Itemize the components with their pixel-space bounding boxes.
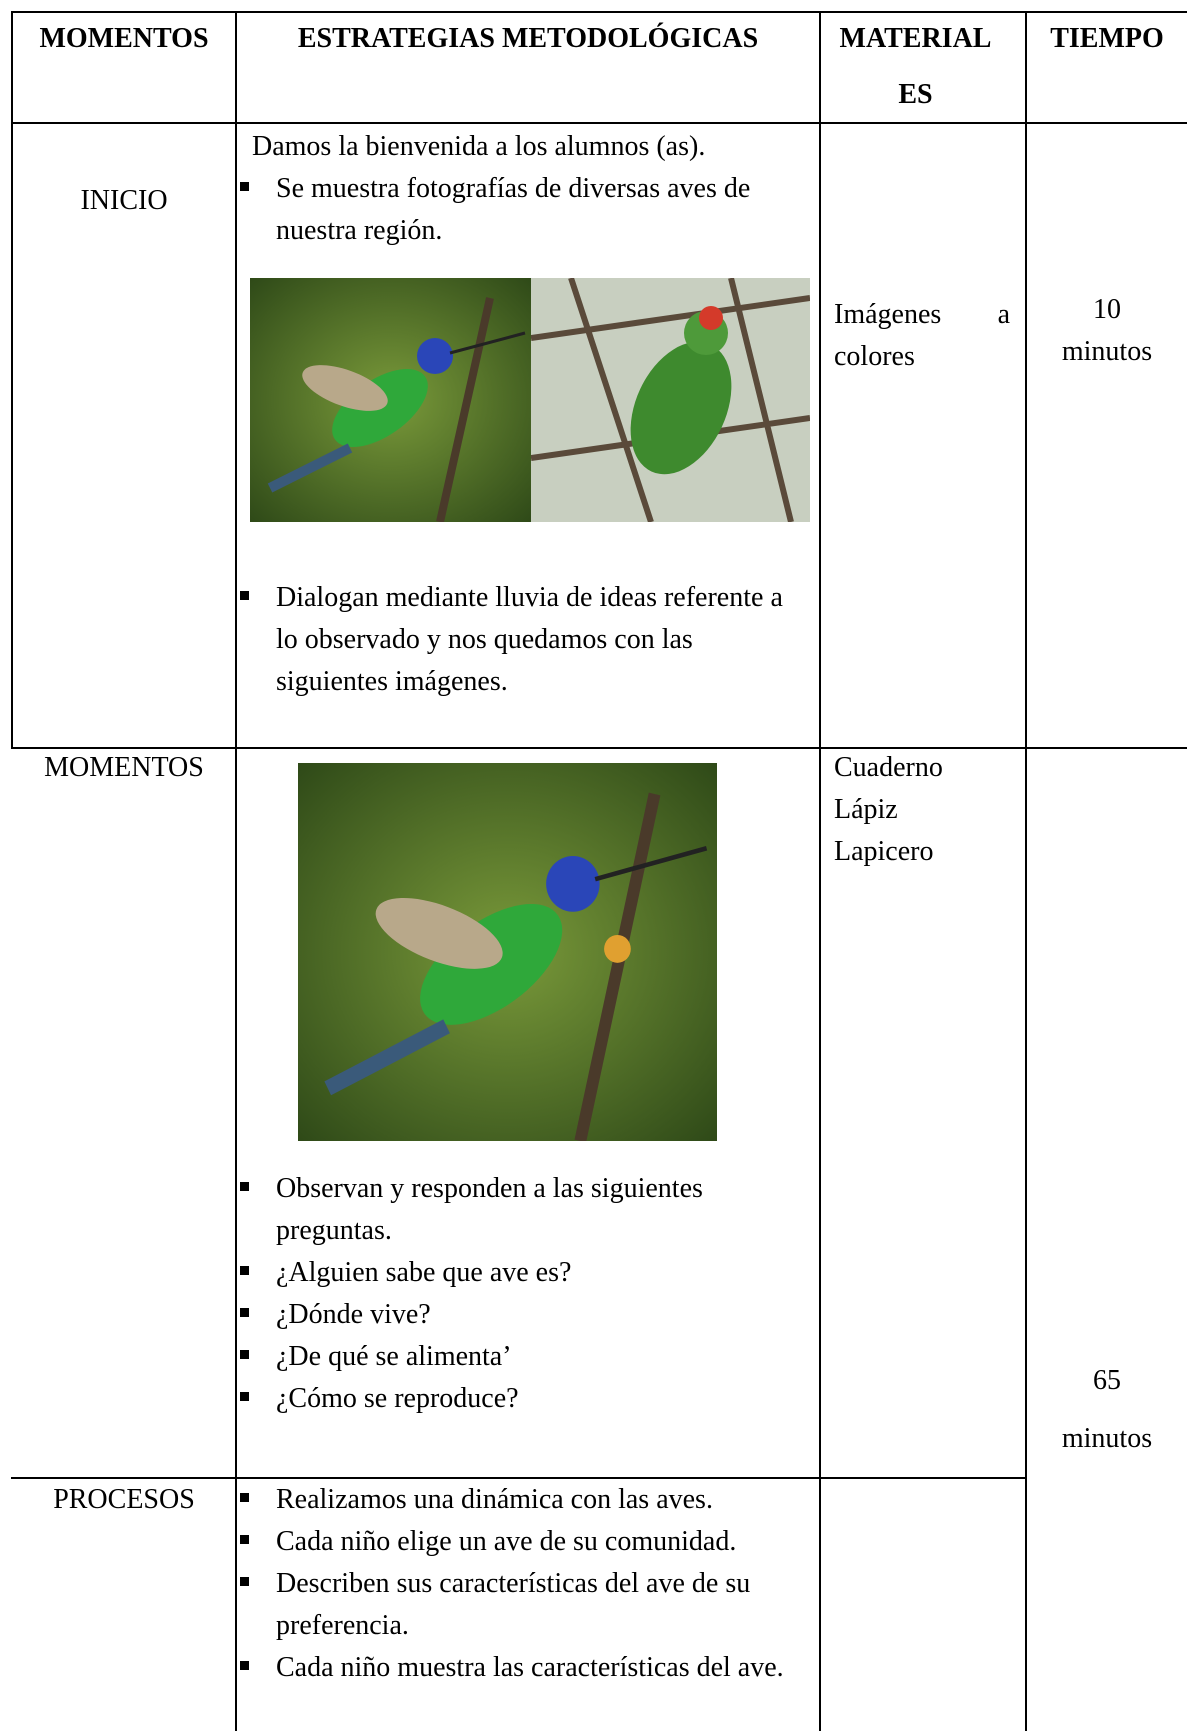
bullet-list: Realizamos una dinámica con las aves. Cad… [240, 1479, 800, 1689]
border [11, 1477, 1025, 1479]
material-item: Cuaderno [834, 752, 943, 783]
material-item: Lápiz [834, 794, 898, 825]
border [11, 11, 13, 748]
border [11, 122, 1187, 124]
bullet-item: Dialogan mediante lluvia de ideas refere… [240, 577, 800, 703]
border [11, 11, 1187, 13]
header-cell: ESTRATEGIAS METODOLÓGICAS [297, 23, 759, 54]
bullet-item: Cada niño elige un ave de su comunidad. [240, 1521, 800, 1563]
time: 65 minutos [1027, 1352, 1187, 1468]
header-cell: TIEMPO [1050, 23, 1164, 54]
materials: Cuaderno Lápiz Lapicero [834, 747, 1010, 873]
moment: MOMENTOS [44, 752, 204, 783]
header-cell: MATERIALES [839, 23, 992, 110]
border [235, 11, 237, 1731]
time-unit: minutos [1061, 1423, 1153, 1454]
hummingbird-photo [298, 763, 717, 1141]
border [11, 747, 1187, 749]
bullet-item: ¿Alguien sabe que ave es? [240, 1252, 800, 1294]
border [1025, 11, 1027, 1731]
time: 10 minutos [1027, 289, 1187, 373]
time-value: 65 [1093, 1365, 1121, 1396]
moment: PROCESOS [53, 1484, 195, 1515]
moment: INICIO [80, 185, 168, 216]
bullet-list: Observan y responden a las siguientes pr… [240, 1168, 800, 1420]
time-value: 10 [1093, 294, 1121, 325]
hummingbird-photo [250, 278, 532, 522]
bullet-item: Describen sus características del ave de… [240, 1563, 800, 1647]
bullet-item: Realizamos una dinámica con las aves. [240, 1479, 800, 1521]
materials: Imágenes a colores [834, 299, 1010, 372]
bullet-item: Se muestra fotografías de diversas aves … [240, 168, 800, 252]
intro: Damos la bienvenida a los alumnos (as). [252, 131, 706, 162]
bullet-item: Cada niño muestra las características de… [240, 1647, 800, 1689]
bullet-item: ¿Dónde vive? [240, 1294, 800, 1336]
bullet-list: Dialogan mediante lluvia de ideas refere… [240, 577, 800, 703]
bullet-item: Observan y responden a las siguientes pr… [240, 1168, 800, 1252]
border [819, 11, 821, 1731]
header-cell: MOMENTOS [39, 23, 209, 54]
bullet-item: ¿De qué se alimenta’ [240, 1336, 800, 1378]
bullet-list: Se muestra fotografías de diversas aves … [240, 168, 800, 252]
parrot-photo [531, 278, 810, 522]
bullet-item: ¿Cómo se reproduce? [240, 1378, 800, 1420]
time-unit: minutos [1061, 336, 1153, 367]
material-item: Lapicero [834, 836, 934, 867]
